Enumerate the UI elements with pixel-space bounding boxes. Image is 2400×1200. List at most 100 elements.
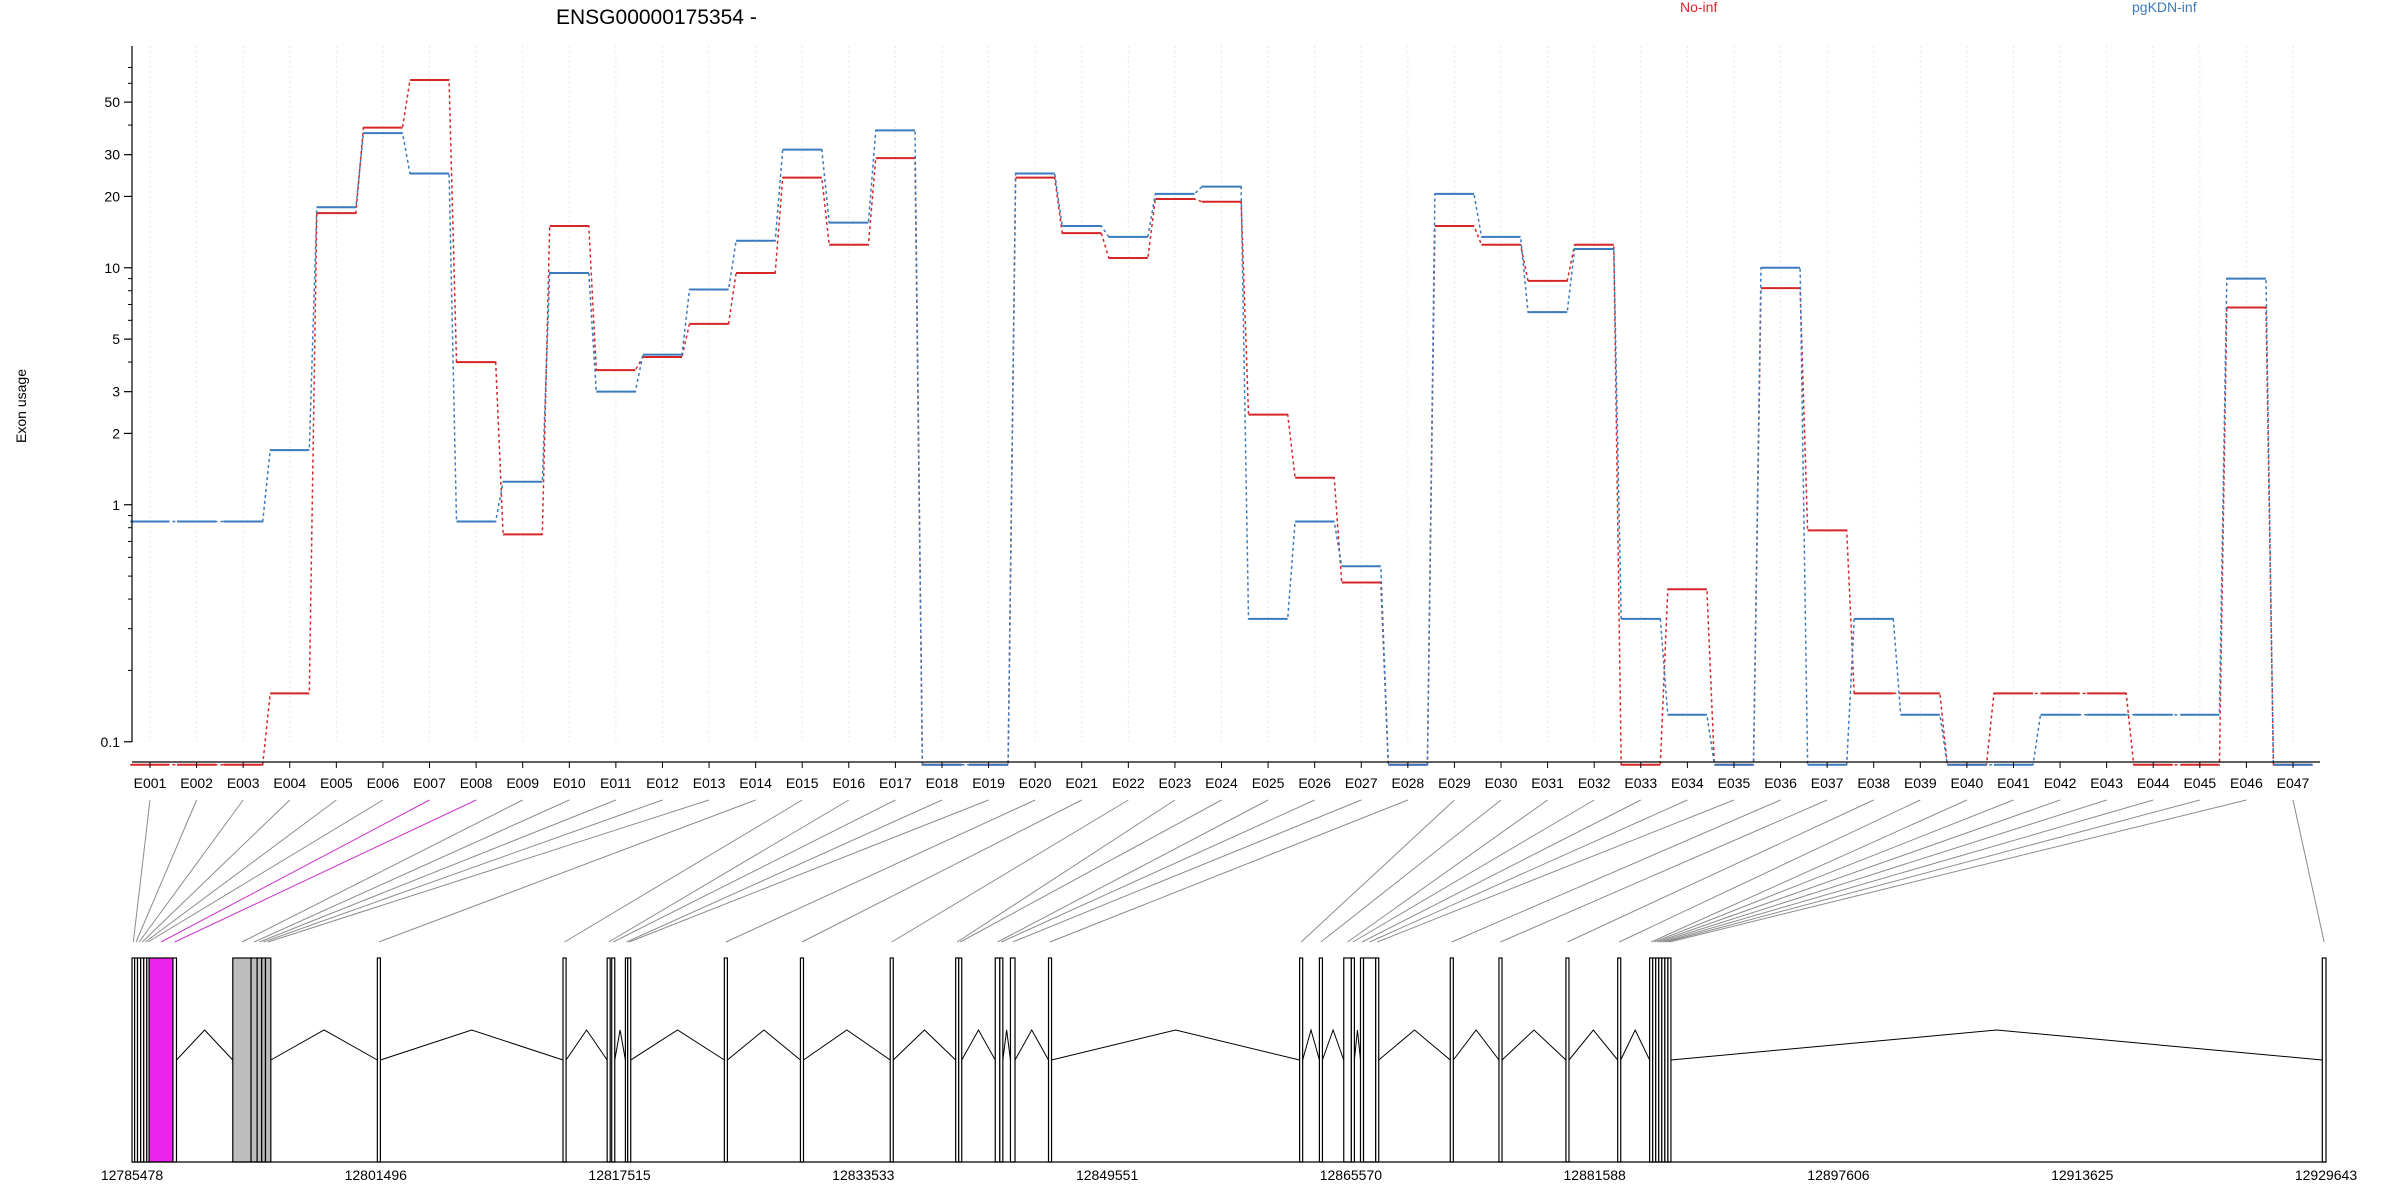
exon-box-e024 [958, 957, 963, 1163]
exon-box-e017 [611, 957, 616, 1163]
x-tick-label-e038: E038 [1857, 775, 1890, 791]
x-tick-label-e036: E036 [1764, 775, 1797, 791]
connector-line-e034 [1369, 799, 1688, 943]
exon-box-e025 [994, 957, 1001, 1163]
genome-axis-label: 12865570 [1320, 1167, 1383, 1183]
connector-line-e027 [1012, 799, 1362, 943]
exon-box-e030 [1318, 957, 1324, 1163]
connector-line-e041 [1654, 799, 2014, 943]
x-tick-label-e037: E037 [1811, 775, 1844, 791]
exon-box-e026 [999, 957, 1004, 1163]
connector-line-e035 [1377, 799, 1735, 943]
legend-label-pgkdn-inf: pgKDN-inf [2132, 0, 2197, 15]
intron-line [380, 1029, 564, 1061]
x-tick-label-e032: E032 [1578, 775, 1611, 791]
x-tick-label-e045: E045 [2183, 775, 2216, 791]
intron-line [614, 1029, 626, 1061]
intron-line [565, 1029, 608, 1061]
connector-line-e009 [241, 799, 523, 943]
exon-box-e029 [1299, 957, 1304, 1163]
genome-axis-label: 12881588 [1564, 1167, 1627, 1183]
intron-line [961, 1028, 996, 1061]
x-tick-label-e006: E006 [367, 775, 400, 791]
x-tick-label-e044: E044 [2137, 775, 2170, 791]
x-tick-label-e025: E025 [1252, 775, 1285, 791]
intron-line [803, 1029, 891, 1061]
connector-line-e036 [1451, 799, 1781, 943]
series-line-no-inf [130, 79, 2313, 766]
x-tick-label-e043: E043 [2090, 775, 2123, 791]
connector-line-e010 [253, 799, 570, 943]
genome-axis-label: 12817515 [588, 1167, 651, 1183]
intron-line [1014, 1028, 1049, 1061]
exon-box-e039 [1617, 957, 1622, 1163]
x-tick-label-e014: E014 [739, 775, 772, 791]
intron-line [1670, 1029, 2323, 1061]
connector-line-e026 [1001, 799, 1315, 943]
x-tick-label-e033: E033 [1624, 775, 1657, 791]
intron-line [1452, 1029, 1500, 1061]
exon-box-e037 [1498, 957, 1503, 1163]
exon-box-e021 [799, 957, 805, 1163]
x-tick-label-e042: E042 [2044, 775, 2077, 791]
exon-box-e011 [256, 957, 263, 1163]
intron-line [630, 1029, 725, 1061]
exon-box-e009 [232, 957, 252, 1163]
connector-line-e002 [135, 799, 198, 943]
connector-line-e038 [1567, 799, 1874, 943]
exon-box-e019 [627, 957, 632, 1163]
connector-line-e023 [956, 799, 1176, 943]
exon-box-e035 [1375, 957, 1380, 1163]
x-tick-label-e017: E017 [879, 775, 912, 791]
connector-line-e045 [1666, 799, 2200, 943]
x-tick-label-e039: E039 [1904, 775, 1937, 791]
connector-line-e015 [564, 799, 803, 943]
intron-line [1501, 1029, 1567, 1061]
exon-box-e022 [889, 957, 894, 1163]
exon-box-e046 [1667, 957, 1672, 1163]
exon-box-e047 [2321, 957, 2327, 1163]
connector-line-e006 [147, 799, 384, 943]
connector-line-e007 [160, 799, 430, 943]
intron-line [1378, 1029, 1451, 1061]
connector-line-e020 [725, 799, 1036, 943]
intron-line [1302, 1028, 1320, 1061]
connector-line-e022 [891, 799, 1129, 943]
connector-line-e025 [997, 799, 1269, 943]
x-tick-label-e020: E020 [1019, 775, 1052, 791]
intron-line [1051, 1029, 1300, 1061]
y-tick-label: 3 [112, 384, 120, 400]
x-tick-label-e013: E013 [693, 775, 726, 791]
x-tick-label-e011: E011 [600, 775, 632, 791]
x-tick-label-e008: E008 [460, 775, 493, 791]
genome-axis-label: 12929643 [2295, 1167, 2358, 1183]
connector-line-e011 [259, 799, 617, 943]
x-tick-label-e001: E001 [134, 775, 167, 791]
x-tick-label-e003: E003 [227, 775, 260, 791]
x-tick-label-e010: E010 [553, 775, 586, 791]
exon-box-e013 [264, 957, 272, 1163]
exon-box-e010 [250, 957, 258, 1163]
exon-box-e016 [606, 957, 611, 1163]
connector-line-e046 [1669, 799, 2247, 943]
exon-box-e015 [562, 957, 567, 1163]
y-tick-label: 5 [112, 331, 120, 347]
connector-line-e008 [174, 799, 477, 943]
connector-line-e018 [626, 799, 943, 943]
intron-line [1620, 1028, 1651, 1061]
connector-line-e042 [1657, 799, 2061, 943]
x-tick-label-e041: E041 [1997, 775, 2030, 791]
connector-line-e005 [144, 799, 337, 943]
exon-box-e032 [1350, 957, 1355, 1163]
connector-line-e033 [1361, 799, 1642, 943]
x-tick-label-e021: E021 [1065, 775, 1098, 791]
x-tick-label-e028: E028 [1391, 775, 1424, 791]
x-tick-label-e022: E022 [1112, 775, 1145, 791]
x-tick-label-e040: E040 [1951, 775, 1984, 791]
x-tick-label-e035: E035 [1718, 775, 1751, 791]
x-tick-label-e009: E009 [506, 775, 539, 791]
x-tick-label-e026: E026 [1298, 775, 1331, 791]
exon-box-e028 [1047, 957, 1053, 1163]
x-tick-label-e031: E031 [1531, 775, 1564, 791]
intron-line [727, 1029, 801, 1061]
